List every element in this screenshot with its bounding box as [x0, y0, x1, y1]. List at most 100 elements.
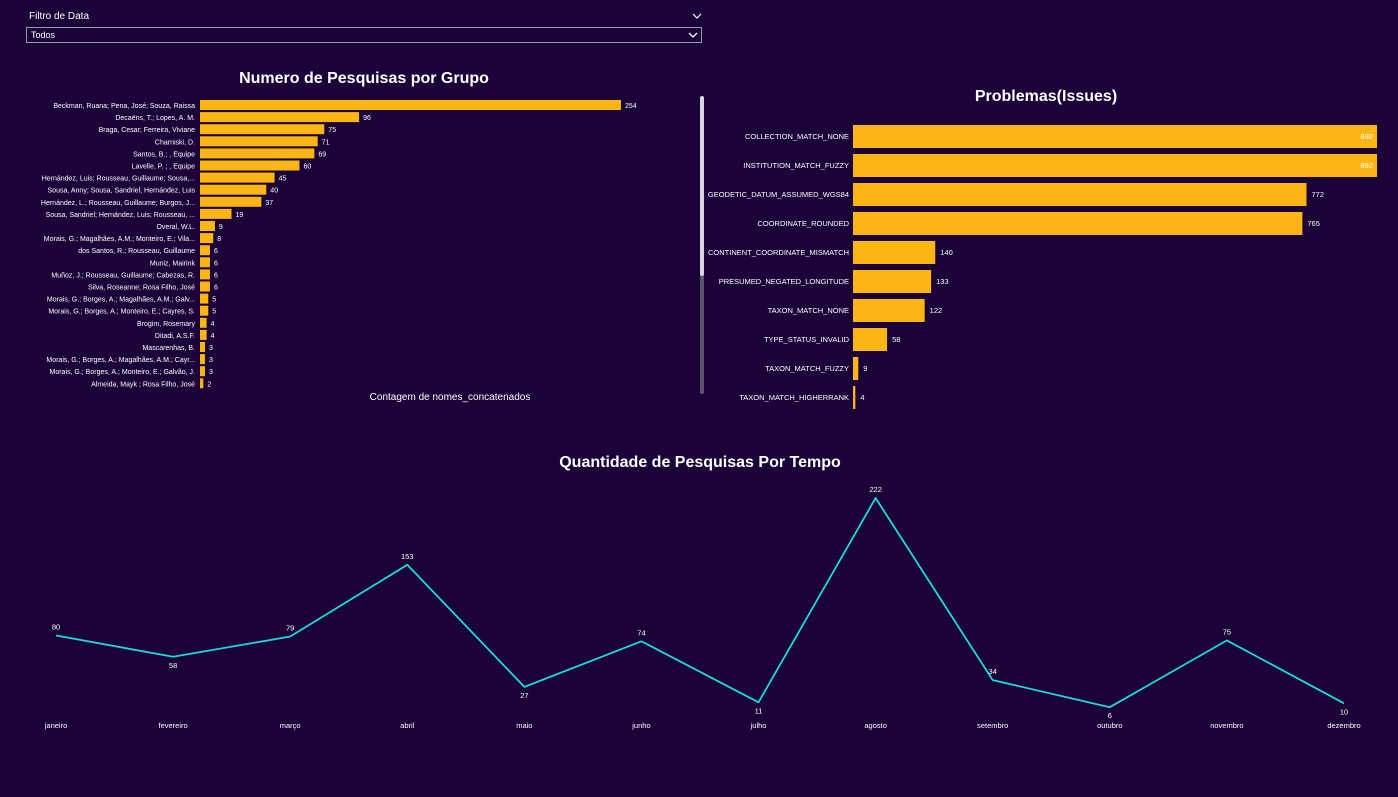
group-bar[interactable] [200, 136, 318, 147]
group-bar[interactable] [200, 221, 215, 231]
group-category-label: Braga, Cesar; Ferreira, Viviane [99, 127, 195, 134]
group-bar[interactable] [200, 208, 232, 219]
issue-value-label: 892 [1360, 132, 1373, 141]
group-bar[interactable] [200, 172, 275, 183]
group-value-label: 6 [214, 248, 218, 255]
group-category-label: Muniz, Mairink [150, 260, 196, 267]
month-tick-label: novembro [1210, 721, 1243, 730]
issue-bar[interactable] [853, 241, 936, 264]
group-value-label: 6 [214, 272, 218, 279]
group-bar[interactable] [200, 305, 209, 316]
month-tick-label: junho [631, 721, 650, 730]
issue-category-label: TYPE_STATUS_INVALID [764, 335, 850, 344]
issue-bar[interactable] [853, 328, 888, 351]
issue-bar[interactable] [853, 125, 1377, 148]
issue-bar[interactable] [853, 357, 859, 380]
group-value-label: 6 [214, 260, 218, 267]
group-bar[interactable] [200, 196, 262, 207]
group-value-label: 254 [625, 103, 637, 110]
issue-bar[interactable] [853, 299, 925, 322]
group-value-label: 37 [265, 200, 273, 207]
issue-value-label: 772 [1312, 190, 1325, 199]
group-value-label: 75 [328, 127, 336, 134]
month-tick-label: março [280, 721, 301, 730]
group-bar[interactable] [200, 257, 210, 268]
time-value-label: 79 [286, 623, 294, 632]
group-bar[interactable] [200, 366, 205, 377]
issue-value-label: 133 [936, 277, 949, 286]
group-category-label: Charniski, D. [155, 139, 195, 146]
group-category-label: Overal, W.L. [156, 224, 195, 231]
issue-bar[interactable] [853, 154, 1377, 177]
group-value-label: 2 [207, 381, 211, 388]
group-bar[interactable] [200, 378, 204, 389]
groups-chart-scrollbar-thumb[interactable] [700, 96, 704, 276]
group-category-label: Morais, G.; Borges, A.; Monteiro, E.; Ca… [48, 309, 195, 316]
time-chart-title: Quantidade de Pesquisas Por Tempo [559, 454, 841, 471]
issue-category-label: PRESUMED_NEGATED_LONGITUDE [719, 277, 849, 286]
issue-value-label: 9 [863, 364, 867, 373]
month-tick-label: maio [516, 721, 532, 730]
group-value-label: 96 [363, 115, 371, 122]
issue-bar[interactable] [853, 270, 932, 293]
issue-bar[interactable] [853, 183, 1307, 206]
group-bar[interactable] [200, 112, 360, 123]
group-value-label: 8 [217, 236, 221, 243]
issue-category-label: COORDINATE_ROUNDED [757, 219, 849, 228]
issue-bar[interactable] [853, 212, 1303, 235]
issue-category-label: TAXON_MATCH_FUZZY [765, 364, 849, 373]
group-bar[interactable] [200, 342, 205, 352]
time-value-label: 10 [1340, 707, 1348, 716]
group-category-label: Beckman, Ruana; Pena, José; Souza, Raiss… [53, 103, 195, 110]
chevron-down-icon[interactable] [690, 9, 704, 23]
group-bar[interactable] [200, 317, 207, 328]
group-category-label: Muñoz, J.; Rousseau, Guillaume; Cabezas,… [51, 272, 195, 279]
date-filter-dropdown[interactable]: Todos [26, 27, 702, 43]
issue-value-label: 58 [892, 335, 900, 344]
group-bar[interactable] [200, 184, 267, 195]
group-category-label: Morais, G.; Borges, A.; Magalhães, A.M.;… [47, 297, 195, 304]
group-category-label: Sousa, Sandriel; Hernández, Luis; Rousse… [46, 212, 195, 219]
group-bar[interactable] [200, 233, 214, 244]
group-bar[interactable] [200, 100, 621, 110]
group-value-label: 71 [322, 139, 330, 146]
issue-bar[interactable] [853, 386, 856, 409]
group-category-label: Lavelle, P. ; , Equipe [132, 164, 195, 171]
issue-value-label: 140 [940, 248, 953, 257]
group-bar[interactable] [200, 281, 210, 292]
group-category-label: Santos, B.; , Equipe [133, 151, 195, 158]
month-tick-label: dezembro [1327, 721, 1360, 730]
group-value-label: 40 [270, 188, 278, 195]
month-tick-label: julho [750, 721, 767, 730]
group-bar[interactable] [200, 293, 209, 304]
group-bar[interactable] [200, 148, 315, 159]
group-value-label: 5 [212, 309, 216, 316]
group-value-label: 19 [235, 212, 243, 219]
issue-value-label: 4 [860, 393, 864, 402]
time-series-line[interactable] [55, 497, 1345, 709]
group-category-label: dos Santos, R.; Rousseau, Guillaume [78, 248, 195, 255]
group-bar[interactable] [200, 354, 205, 365]
issue-category-label: GEODETIC_DATUM_ASSUMED_WGS84 [708, 190, 849, 199]
month-tick-label: janeiro [44, 721, 68, 730]
group-category-label: Mascarenhas, B. [142, 345, 195, 352]
group-category-label: Morais, G.; Borges, A.; Monteiro, E.; Ga… [50, 369, 196, 376]
time-value-label: 11 [755, 706, 763, 715]
group-bar[interactable] [200, 329, 207, 340]
group-value-label: 45 [279, 176, 287, 183]
group-bar[interactable] [200, 269, 210, 280]
issue-category-label: INSTITUTION_MATCH_FUZZY [743, 161, 849, 170]
group-bar[interactable] [200, 124, 325, 135]
group-category-label: Decaëns, T.; Lopes, A. M. [115, 115, 195, 122]
group-value-label: 3 [209, 357, 213, 364]
time-value-label: 74 [637, 628, 645, 637]
issue-category-label: COLLECTION_MATCH_NONE [745, 132, 849, 141]
group-category-label: Hernández, L.; Rousseau, Guillaume; Burg… [41, 200, 195, 207]
group-bar[interactable] [200, 160, 300, 171]
issue-category-label: TAXON_MATCH_HIGHERRANK [739, 393, 849, 402]
issue-category-label: CONTINENT_COORDINATE_MISMATCH [708, 248, 849, 257]
time-value-label: 58 [169, 661, 177, 670]
group-bar[interactable] [200, 245, 210, 256]
